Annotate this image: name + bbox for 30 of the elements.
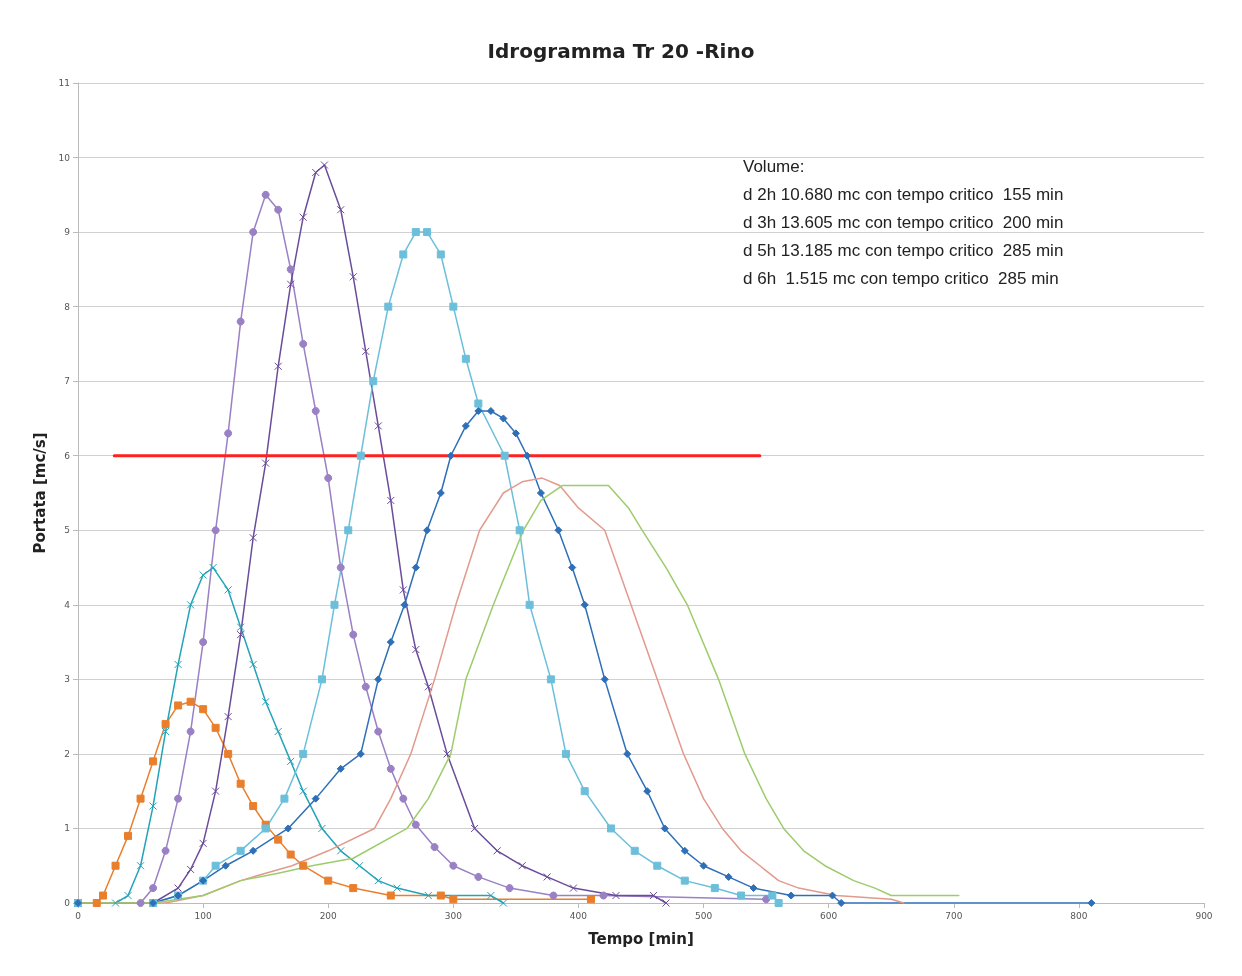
y-tick-label: 11 xyxy=(58,78,70,88)
y-axis-title: Portata [mc/s] xyxy=(31,432,50,554)
x-tick-label: 500 xyxy=(694,910,713,921)
x-tick-label: 800 xyxy=(1070,910,1088,921)
x-tick-label: 0 xyxy=(75,910,82,921)
annotation: d 2h 10.680 mc con tempo critico 155 min xyxy=(743,185,1064,204)
y-tick-label: 9 xyxy=(64,227,71,238)
x-tick-label: 300 xyxy=(444,910,463,921)
x-tick-label: 200 xyxy=(319,910,338,921)
chart-title: Idrogramma Tr 20 -Rino xyxy=(487,39,755,63)
y-tick-label: 7 xyxy=(64,376,70,387)
y-tick-label: 5 xyxy=(64,525,70,536)
y-tick-label: 10 xyxy=(58,152,71,163)
y-tick-label: 4 xyxy=(64,599,71,610)
y-tick-label: 1 xyxy=(64,823,70,834)
y-tick-label: 3 xyxy=(64,674,70,685)
y-tick-label: 8 xyxy=(64,301,71,312)
x-axis-title: Tempo [min] xyxy=(588,929,694,948)
x-tick-label: 400 xyxy=(569,910,588,921)
annotation: d 6h 1.515 mc con tempo critico 285 min xyxy=(743,269,1059,288)
x-tick-label: 100 xyxy=(194,910,212,921)
y-tick-label: 0 xyxy=(64,898,71,908)
annotation: d 5h 13.185 mc con tempo critico 285 min xyxy=(743,241,1064,260)
x-tick-label: 700 xyxy=(945,910,963,921)
annotation: d 3h 13.605 mc con tempo critico 200 min xyxy=(743,213,1064,232)
y-tick-label: 2 xyxy=(64,748,70,759)
y-tick-label: 6 xyxy=(64,450,71,461)
x-tick-label: 600 xyxy=(820,910,838,921)
annotation: Volume: xyxy=(743,157,805,176)
x-tick-label: 900 xyxy=(1195,910,1213,921)
